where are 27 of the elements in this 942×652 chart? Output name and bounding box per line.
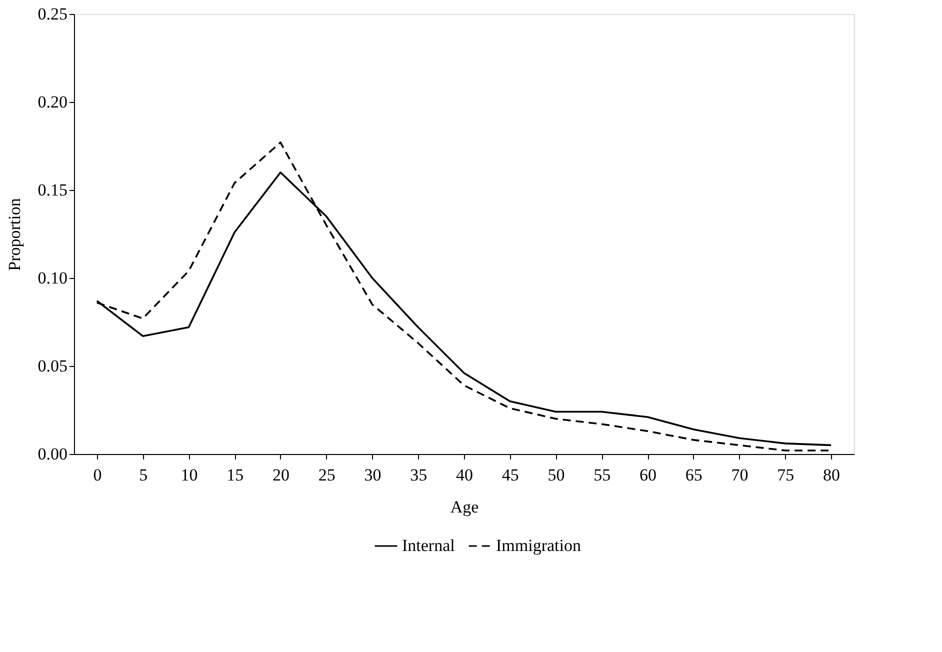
x-tick-label: 0 (93, 466, 102, 484)
x-tick-label: 65 (685, 466, 702, 484)
y-tick-label: 0.00 (38, 444, 68, 464)
x-tick-label: 25 (318, 466, 336, 484)
x-tick-label: 75 (777, 466, 794, 484)
x-tick-label: 50 (548, 466, 565, 484)
x-tick-label: 35 (410, 466, 428, 484)
legend-label: Immigration (496, 536, 582, 555)
y-tick-label: 0.15 (38, 180, 68, 200)
x-tick-label: 20 (272, 466, 290, 484)
y-tick-label: 0.25 (38, 4, 68, 24)
x-tick-label: 10 (180, 466, 198, 484)
legend-label: Internal (402, 536, 456, 555)
y-tick-label: 0.10 (38, 268, 68, 288)
x-tick-label: 55 (594, 466, 611, 484)
y-tick-label: 0.20 (38, 92, 68, 112)
x-tick-label: 80 (823, 466, 840, 484)
x-tick-label: 15 (226, 466, 244, 484)
x-axis-title: Age (450, 498, 479, 516)
x-tick-label: 40 (456, 466, 473, 484)
x-tick-label: 5 (139, 466, 148, 484)
x-tick-label: 70 (731, 466, 748, 484)
x-tick-label: 30 (364, 466, 382, 484)
x-tick-label: 45 (502, 466, 519, 484)
y-tick-label: 0.05 (38, 356, 68, 376)
y-axis-title: Proportion (4, 198, 24, 271)
x-tick-label: 60 (640, 466, 657, 484)
